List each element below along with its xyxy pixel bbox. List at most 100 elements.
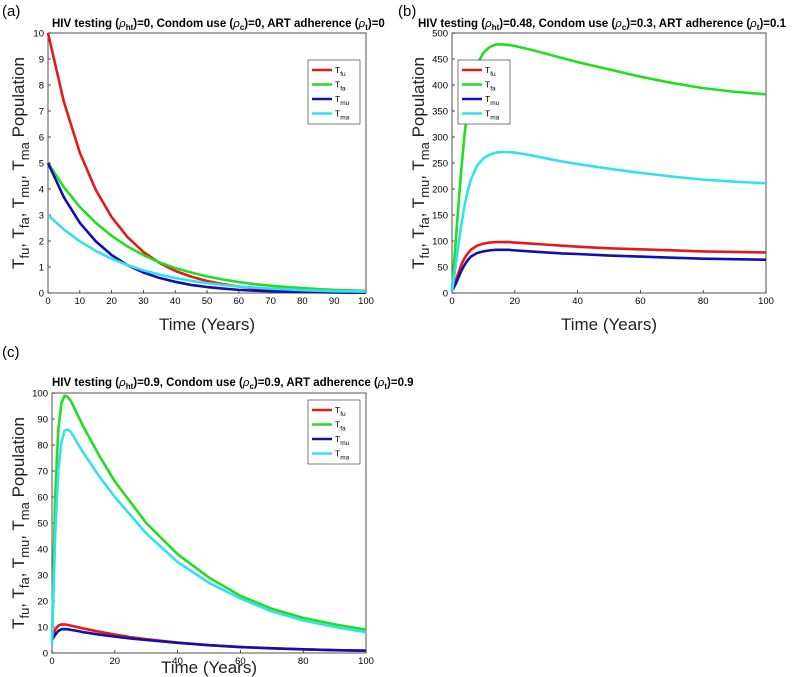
legend-entry-tfu: Tfu xyxy=(335,65,346,78)
y-tick-label: 40 xyxy=(37,545,48,556)
legend-entry-tmu: Tmu xyxy=(335,94,350,107)
y-tick-label: 8 xyxy=(39,81,44,92)
y-tick-label: 2 xyxy=(39,237,44,248)
title-part: )=0.9, Condom use ( xyxy=(133,377,243,389)
y-tick-label: 100 xyxy=(432,237,448,248)
x-tick-label: 100 xyxy=(758,296,774,307)
y-axis-label: Tfu, Tfa, Tmu, Tma Population xyxy=(9,57,32,269)
y-tick-label: 450 xyxy=(432,55,448,66)
title-part: ρ xyxy=(232,18,240,30)
legend-entry-tma: Tma xyxy=(335,109,350,122)
title-part: ρ xyxy=(118,18,126,30)
y-tick-label: 50 xyxy=(437,263,448,274)
title-part: )=0.1 xyxy=(759,18,786,30)
x-tick-label: 20 xyxy=(510,296,521,307)
chart-title: HIV testing (ρht)=0.48, Condom use (ρc)=… xyxy=(418,18,787,32)
x-axis-label: Time (Years) xyxy=(159,315,255,334)
legend-entry-tmu: Tmu xyxy=(485,94,500,107)
x-tick-label: 60 xyxy=(234,296,245,307)
title-part: )=0.9 xyxy=(387,377,414,389)
title-part: c xyxy=(249,382,254,391)
legend-entry-tma: Tma xyxy=(485,109,500,122)
y-tick-label: 1 xyxy=(39,263,44,274)
y-tick-label: 300 xyxy=(432,133,448,144)
y-tick-label: 7 xyxy=(39,107,44,118)
x-tick-label: 30 xyxy=(138,296,149,307)
title-part: ht xyxy=(492,23,500,32)
panel-label: (b) xyxy=(398,3,416,20)
x-tick-label: 60 xyxy=(635,296,646,307)
y-tick-label: 200 xyxy=(432,185,448,196)
y-tick-label: 0 xyxy=(443,289,448,300)
title-part: )=0.48, Condom use ( xyxy=(499,18,615,30)
chart-title: HIV testing (ρht)=0, Condom use (ρc)=0, … xyxy=(52,18,385,32)
title-part: ht xyxy=(126,23,134,32)
y-tick-label: 0 xyxy=(39,289,44,300)
title-part: ρ xyxy=(377,377,385,389)
y-tick-label: 400 xyxy=(432,81,448,92)
x-axis-label: Time (Years) xyxy=(561,315,657,334)
chart-title: HIV testing (ρht)=0.9, Condom use (ρc)=0… xyxy=(52,377,414,391)
x-tick-label: 80 xyxy=(698,296,709,307)
panel-label: (c) xyxy=(2,344,20,361)
y-tick-label: 0 xyxy=(43,649,48,660)
y-tick-label: 150 xyxy=(432,211,448,222)
x-tick-label: 50 xyxy=(202,296,213,307)
title-part: c xyxy=(622,23,627,32)
x-tick-label: 100 xyxy=(358,656,374,667)
y-tick-label: 9 xyxy=(39,55,44,66)
x-tick-label: 10 xyxy=(75,296,86,307)
y-tick-label: 10 xyxy=(33,29,44,40)
title-part: HIV testing ( xyxy=(52,18,119,30)
title-part: ρ xyxy=(749,18,757,30)
y-tick-label: 60 xyxy=(37,493,48,504)
series-line-tfu xyxy=(50,623,367,652)
series-line-tfa xyxy=(450,43,767,291)
y-axis-label: Tfu, Tfa, Tmu, Tma Population xyxy=(9,417,32,629)
y-tick-label: 3 xyxy=(39,211,44,222)
chart-panel-b: (b)HIV testing (ρht)=0.48, Condom use (ρ… xyxy=(398,3,787,334)
title-part: )=0.9, ART adherence ( xyxy=(254,377,378,389)
title-part: t xyxy=(384,382,387,391)
y-tick-label: 80 xyxy=(37,441,48,452)
y-tick-label: 350 xyxy=(432,107,448,118)
title-part: ht xyxy=(126,382,134,391)
title-part: t xyxy=(365,23,368,32)
x-tick-label: 100 xyxy=(358,296,374,307)
x-tick-label: 60 xyxy=(235,656,246,667)
series-line-tma xyxy=(450,150,767,292)
panel-label: (a) xyxy=(2,3,20,20)
title-part: )=0 xyxy=(368,18,385,30)
chart-panel-c: (c)HIV testing (ρht)=0.9, Condom use (ρc… xyxy=(2,344,414,677)
series-line-tfa xyxy=(46,162,367,293)
title-part: t xyxy=(757,23,760,32)
series-line-tfu xyxy=(450,240,767,291)
x-tick-label: 40 xyxy=(572,296,583,307)
title-part: ρ xyxy=(118,377,126,389)
series-line-tmu xyxy=(50,627,367,652)
title-part: ρ xyxy=(242,377,250,389)
x-tick-label: 40 xyxy=(170,296,181,307)
x-tick-label: 90 xyxy=(329,296,340,307)
title-part: HIV testing ( xyxy=(52,377,119,389)
title-part: )=0, ART adherence ( xyxy=(244,18,358,30)
y-tick-label: 4 xyxy=(39,185,44,196)
y-tick-label: 6 xyxy=(39,133,44,144)
y-tick-label: 100 xyxy=(32,389,48,400)
legend-entry-tfu: Tfu xyxy=(485,65,496,78)
series-line-tma xyxy=(47,214,367,293)
series-line-tfa xyxy=(50,394,367,641)
chart-panel-a: (a)HIV testing (ρht)=0, Condom use (ρc)=… xyxy=(2,3,385,334)
y-tick-label: 70 xyxy=(37,467,48,478)
series-line-tmu xyxy=(450,248,767,292)
title-part: ρ xyxy=(614,18,622,30)
legend-entry-tmu: Tmu xyxy=(335,434,350,447)
legend-entry-tfa: Tfa xyxy=(485,80,496,93)
title-part: ρ xyxy=(358,18,366,30)
x-tick-label: 20 xyxy=(106,296,117,307)
x-tick-label: 0 xyxy=(49,656,54,667)
title-part: HIV testing ( xyxy=(418,18,485,30)
y-tick-label: 500 xyxy=(432,29,448,40)
x-tick-label: 80 xyxy=(298,656,309,667)
series-line-tma xyxy=(50,428,367,646)
